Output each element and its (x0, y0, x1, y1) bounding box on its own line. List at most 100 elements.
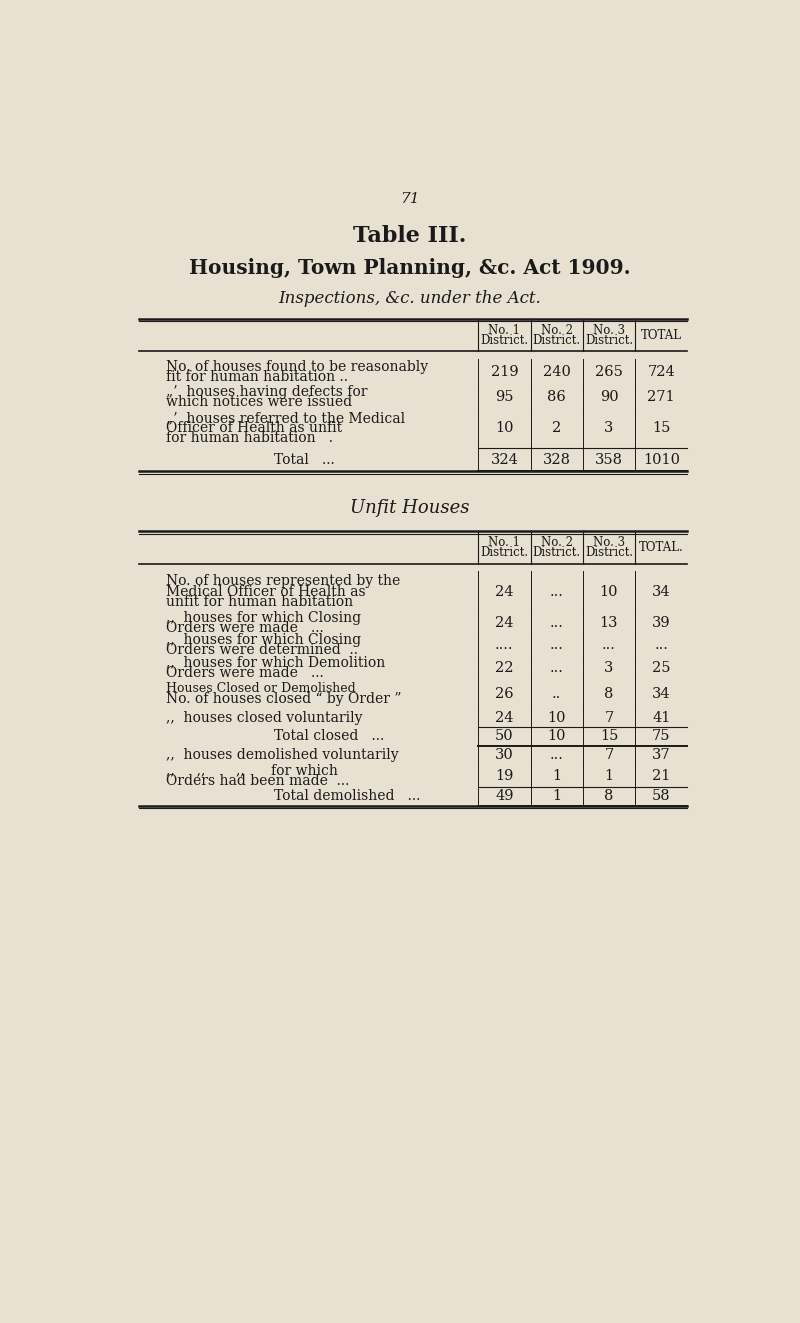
Text: 2: 2 (552, 421, 562, 435)
Text: Orders had been made  ...: Orders had been made ... (166, 774, 350, 787)
Text: 10: 10 (547, 729, 566, 744)
Text: 219: 219 (490, 365, 518, 380)
Text: 3: 3 (604, 421, 614, 435)
Text: ,,  houses closed voluntarily: ,, houses closed voluntarily (166, 710, 362, 725)
Text: 86: 86 (547, 390, 566, 404)
Text: 37: 37 (652, 747, 670, 762)
Text: Medical Officer of Health as: Medical Officer of Health as (166, 585, 366, 598)
Text: 10: 10 (600, 585, 618, 598)
Text: 271: 271 (647, 390, 675, 404)
Text: 265: 265 (595, 365, 623, 380)
Text: No. 1: No. 1 (488, 324, 520, 337)
Text: No. of houses found to be reasonably: No. of houses found to be reasonably (166, 360, 428, 374)
Text: ...: ... (550, 617, 564, 630)
Text: District.: District. (533, 546, 581, 560)
Text: 39: 39 (652, 617, 670, 630)
Text: 1: 1 (552, 790, 562, 803)
Text: Total demolished   ...: Total demolished ... (274, 790, 421, 803)
Text: 24: 24 (495, 585, 514, 598)
Text: 7: 7 (604, 747, 614, 762)
Text: 95: 95 (495, 390, 514, 404)
Text: Unfit Houses: Unfit Houses (350, 499, 470, 517)
Text: ,,  houses for which Demolition: ,, houses for which Demolition (166, 656, 385, 669)
Text: ,,     ,,       ,,      for which: ,, ,, ,, for which (166, 763, 338, 778)
Text: ...: ... (550, 639, 564, 652)
Text: 8: 8 (604, 687, 614, 701)
Text: ...: ... (602, 639, 616, 652)
Text: Table III.: Table III. (354, 225, 466, 247)
Text: 724: 724 (647, 365, 675, 380)
Text: Housing, Town Planning, &c. Act 1909.: Housing, Town Planning, &c. Act 1909. (189, 258, 631, 278)
Text: 240: 240 (542, 365, 570, 380)
Text: 49: 49 (495, 790, 514, 803)
Text: Orders were made   ...: Orders were made ... (166, 620, 324, 635)
Text: „’  houses referred to the Medical: „’ houses referred to the Medical (166, 411, 405, 425)
Text: 13: 13 (600, 617, 618, 630)
Text: 1: 1 (605, 769, 614, 782)
Text: ....: .... (495, 639, 514, 652)
Text: No. 2: No. 2 (541, 537, 573, 549)
Text: 24: 24 (495, 710, 514, 725)
Text: ...: ... (550, 660, 564, 675)
Text: Orders were made   ...: Orders were made ... (166, 665, 324, 680)
Text: ...: ... (654, 639, 668, 652)
Text: District.: District. (585, 546, 633, 560)
Text: No. 2: No. 2 (541, 324, 573, 337)
Text: 26: 26 (495, 687, 514, 701)
Text: No. 1: No. 1 (488, 537, 520, 549)
Text: ...: ... (550, 585, 564, 598)
Text: ,,  houses for which Closing: ,, houses for which Closing (166, 634, 361, 647)
Text: 1010: 1010 (642, 452, 680, 467)
Text: 25: 25 (652, 660, 670, 675)
Text: 34: 34 (652, 687, 670, 701)
Text: TOTAL: TOTAL (641, 328, 682, 341)
Text: ...: ... (550, 747, 564, 762)
Text: 3: 3 (604, 660, 614, 675)
Text: for human habitation   .: for human habitation . (166, 431, 333, 446)
Text: 21: 21 (652, 769, 670, 782)
Text: Inspections, &c. under the Act.: Inspections, &c. under the Act. (278, 291, 542, 307)
Text: 75: 75 (652, 729, 670, 744)
Text: unfit for human habitation: unfit for human habitation (166, 594, 353, 609)
Text: 50: 50 (495, 729, 514, 744)
Text: 1: 1 (552, 769, 562, 782)
Text: 71: 71 (400, 192, 420, 206)
Text: 24: 24 (495, 617, 514, 630)
Text: 10: 10 (495, 421, 514, 435)
Text: 8: 8 (604, 790, 614, 803)
Text: 30: 30 (495, 747, 514, 762)
Text: District.: District. (480, 546, 529, 560)
Text: No. of houses closed “ by Order ”: No. of houses closed “ by Order ” (166, 692, 402, 706)
Text: 41: 41 (652, 710, 670, 725)
Text: Officer of Health as unfit: Officer of Health as unfit (166, 421, 342, 435)
Text: ..: .. (552, 687, 562, 701)
Text: 358: 358 (595, 452, 623, 467)
Text: 10: 10 (547, 710, 566, 725)
Text: No. of houses represented by the: No. of houses represented by the (166, 574, 400, 589)
Text: ,,  houses for which Closing: ,, houses for which Closing (166, 611, 361, 624)
Text: No. 3: No. 3 (593, 537, 625, 549)
Text: ,,  houses demolished voluntarily: ,, houses demolished voluntarily (166, 747, 398, 762)
Text: 328: 328 (542, 452, 570, 467)
Text: Total   ...: Total ... (274, 452, 335, 467)
Text: District.: District. (480, 333, 529, 347)
Text: TOTAL.: TOTAL. (639, 541, 684, 554)
Text: District.: District. (585, 333, 633, 347)
Text: which notices were issued: which notices were issued (166, 394, 352, 409)
Text: 15: 15 (600, 729, 618, 744)
Text: 324: 324 (490, 452, 518, 467)
Text: Total closed   ...: Total closed ... (274, 729, 385, 744)
Text: Orders were determined  ..: Orders were determined .. (166, 643, 358, 658)
Text: 22: 22 (495, 660, 514, 675)
Text: fit for human habitation ..: fit for human habitation .. (166, 370, 348, 384)
Text: 58: 58 (652, 790, 670, 803)
Text: „’  houses having defects for: „’ houses having defects for (166, 385, 367, 398)
Text: 19: 19 (495, 769, 514, 782)
Text: No. 3: No. 3 (593, 324, 625, 337)
Text: Houses Closed or Demolished: Houses Closed or Demolished (166, 683, 356, 696)
Text: 90: 90 (600, 390, 618, 404)
Text: 34: 34 (652, 585, 670, 598)
Text: 15: 15 (652, 421, 670, 435)
Text: District.: District. (533, 333, 581, 347)
Text: 7: 7 (604, 710, 614, 725)
